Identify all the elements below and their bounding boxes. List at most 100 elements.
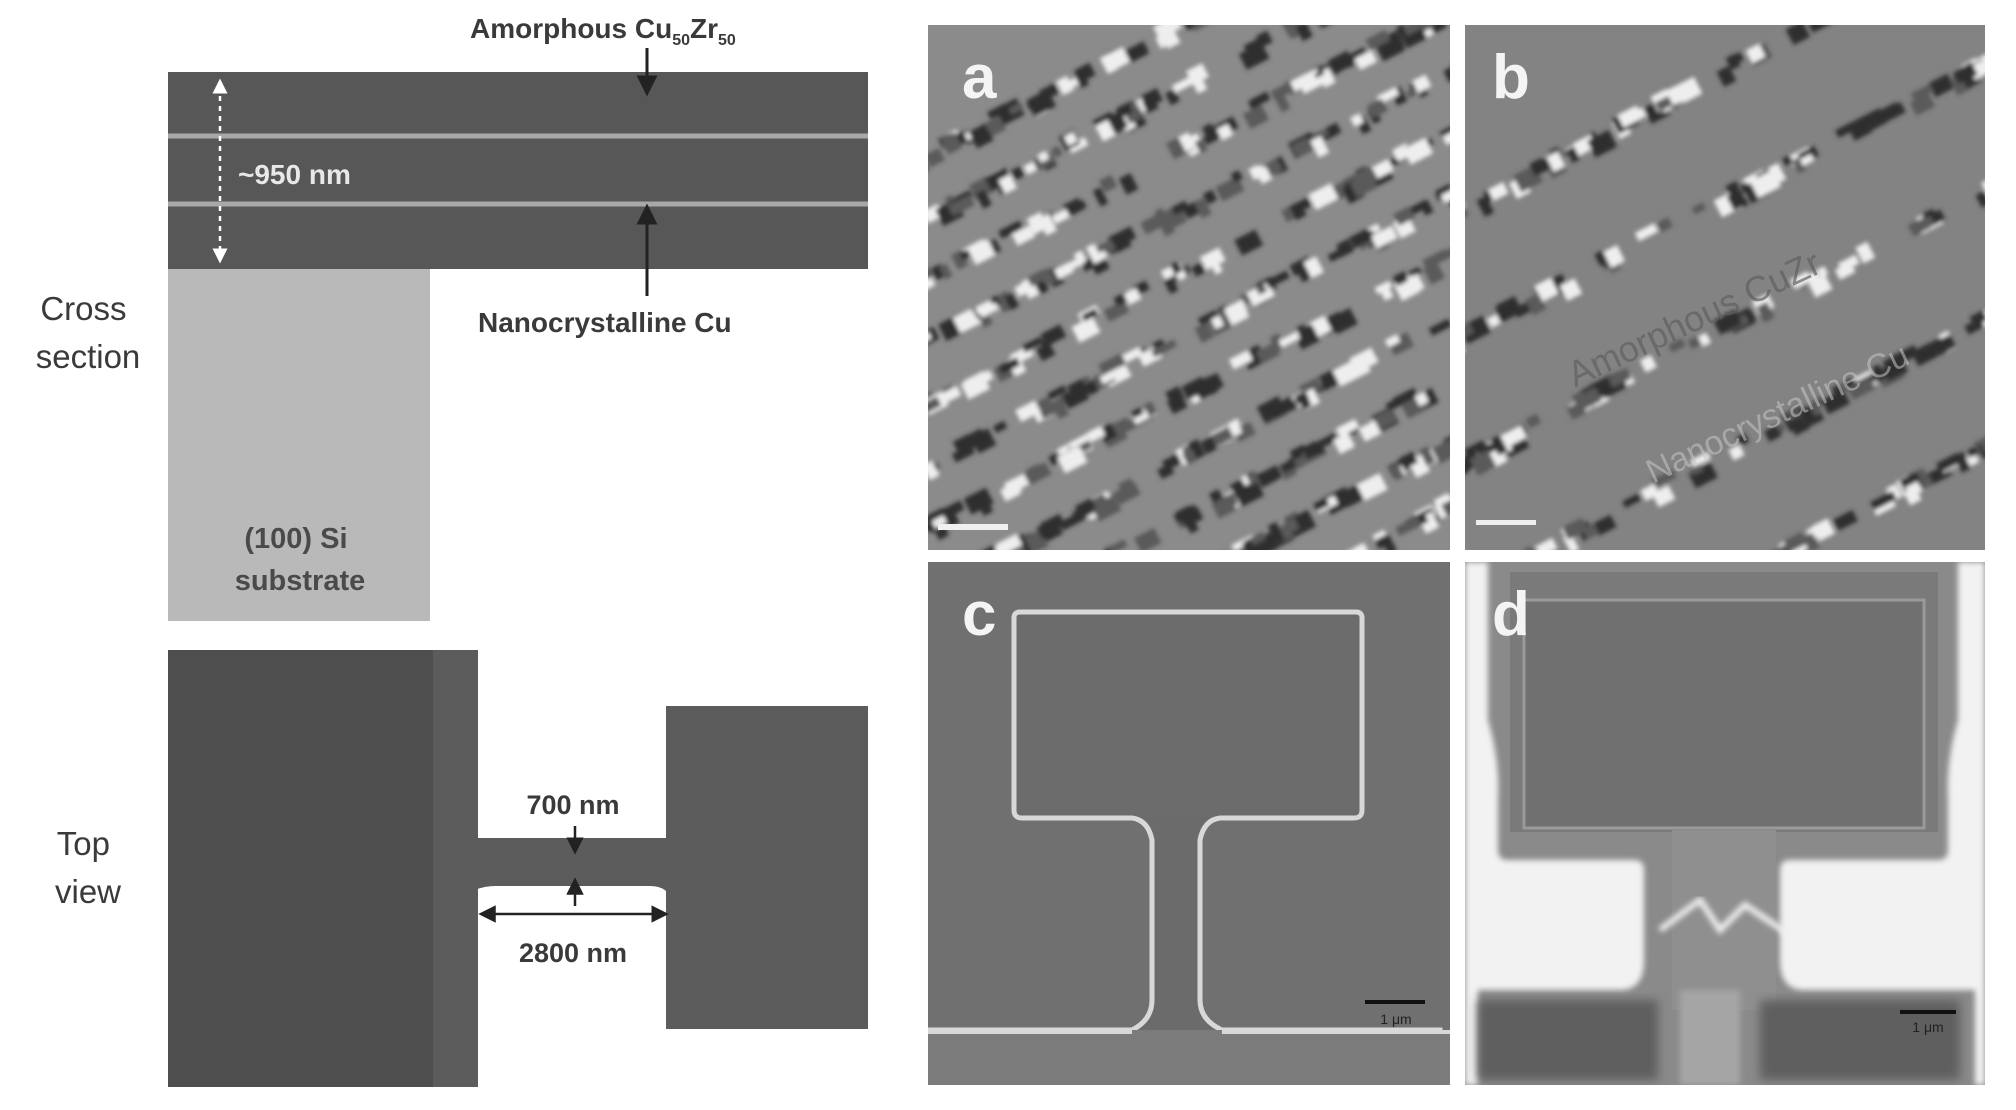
grain	[1525, 413, 1542, 429]
grain	[1202, 189, 1218, 205]
grain	[1406, 273, 1425, 294]
grain	[1057, 446, 1088, 474]
grain	[1594, 250, 1609, 267]
pad-block-top	[666, 706, 868, 1029]
grain	[2008, 415, 2016, 439]
grain	[1592, 514, 1617, 537]
grain	[1366, 98, 1388, 119]
grain	[1978, 304, 1985, 329]
grain	[1885, 483, 1903, 502]
grain	[1441, 498, 1450, 517]
grain	[1228, 349, 1253, 370]
grain	[1529, 157, 1553, 177]
grain	[1977, 435, 1985, 460]
grain	[1171, 76, 1194, 93]
grain	[1081, 308, 1099, 322]
grain	[1140, 213, 1164, 235]
grain	[1102, 427, 1128, 448]
grain	[1011, 225, 1036, 246]
thickness-label: ~950 nm	[238, 159, 351, 190]
grain	[1967, 446, 1980, 458]
grain	[1745, 43, 1766, 64]
grain	[1465, 315, 1491, 344]
grain	[1165, 89, 1180, 106]
grain	[2012, 289, 2016, 308]
grain	[1053, 262, 1074, 280]
grain	[1194, 322, 1215, 344]
grain	[1764, 425, 1782, 442]
grain	[1160, 266, 1175, 280]
grain	[1374, 280, 1393, 295]
grain	[1066, 378, 1090, 401]
grain	[998, 174, 1018, 194]
grain	[1716, 65, 1737, 87]
panel-c-scalebar-label: 1 μm	[1380, 1011, 1411, 1027]
grain	[1228, 422, 1243, 437]
grain	[1230, 170, 1243, 183]
grain	[1879, 101, 1906, 124]
grain	[1233, 480, 1265, 508]
grain	[1308, 183, 1339, 211]
grain	[1059, 511, 1086, 531]
grain	[1143, 401, 1158, 417]
grain	[1434, 183, 1450, 201]
nanocrystalline-label: Nanocrystalline Cu	[478, 307, 732, 338]
grain	[2004, 302, 2016, 322]
grain	[928, 396, 942, 418]
grain	[908, 404, 924, 421]
grain	[1354, 50, 1378, 71]
grain	[1092, 187, 1109, 207]
grain	[1193, 197, 1212, 219]
grain	[975, 189, 992, 209]
grain	[938, 263, 953, 280]
grain	[1183, 25, 1197, 27]
grain	[1091, 494, 1122, 522]
grain	[1275, 95, 1291, 113]
grain	[1916, 475, 1934, 491]
grain	[1565, 146, 1581, 163]
grain	[928, 520, 934, 533]
grain	[1026, 89, 1057, 117]
grain	[1315, 70, 1335, 86]
grain	[890, 287, 909, 306]
grain	[1210, 315, 1224, 330]
grain	[1034, 280, 1050, 295]
grain	[1697, 332, 1712, 347]
panel-b-scalebar	[1476, 520, 1536, 525]
grain	[1004, 292, 1020, 311]
grain	[1255, 283, 1268, 296]
grain	[1371, 408, 1398, 432]
grain	[1756, 301, 1775, 323]
grain	[1986, 176, 2012, 201]
grain	[1399, 25, 1428, 49]
grain	[1455, 0, 1471, 4]
grain	[1268, 395, 1286, 416]
grain	[1314, 0, 1329, 12]
grain	[1622, 493, 1642, 509]
grain	[1725, 53, 1741, 71]
grain	[1207, 255, 1224, 275]
grain	[1989, 297, 2016, 323]
grain	[1224, 299, 1248, 320]
grain	[998, 220, 1024, 239]
grain	[987, 103, 1008, 120]
grain	[1122, 346, 1143, 363]
grain	[1010, 166, 1025, 181]
grain	[1351, 165, 1378, 191]
grain	[1051, 208, 1071, 225]
grain	[1808, 400, 1823, 417]
grain	[1328, 0, 1357, 14]
grain	[1442, 127, 1450, 146]
grain	[941, 133, 963, 154]
grain	[1928, 73, 1955, 98]
grain	[1428, 318, 1450, 336]
grain	[1913, 215, 1935, 234]
grain	[1450, 0, 1470, 18]
grain	[1783, 531, 1808, 550]
grain	[1855, 241, 1876, 264]
panel-c-letter: c	[962, 580, 996, 649]
grain	[1118, 173, 1139, 195]
grain	[1387, 30, 1406, 51]
grain	[1598, 383, 1613, 397]
